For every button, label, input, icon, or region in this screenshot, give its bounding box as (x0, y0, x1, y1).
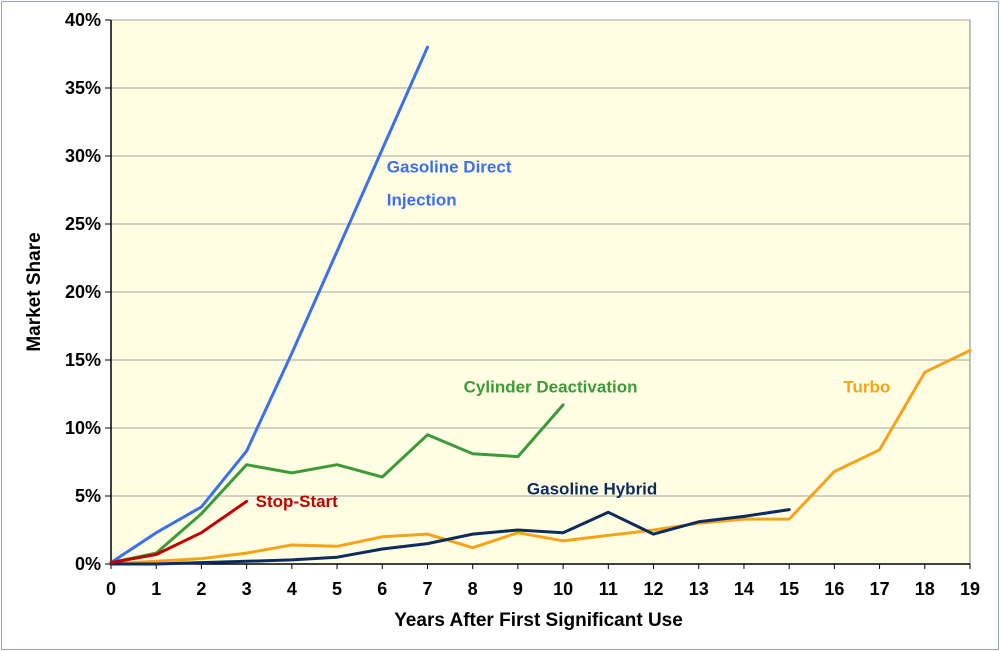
x-tick-label: 11 (599, 579, 618, 599)
series-label-line: Cylinder Deactivation (464, 378, 638, 397)
x-tick-label: 12 (644, 579, 664, 599)
x-axis-title: Years After First Significant Use (394, 610, 683, 631)
y-tick-label: 15% (65, 350, 101, 370)
x-tick-label: 18 (915, 579, 935, 599)
x-tick-label: 0 (106, 579, 116, 599)
x-tick-label: 14 (734, 579, 754, 599)
series-label-gasoline-hybrid: Gasoline Hybrid (527, 480, 657, 499)
series-line-gasoline-direct-injection (109, 45, 429, 565)
series-label-line: Turbo (843, 378, 890, 397)
x-tick-label: 5 (332, 579, 342, 599)
series-label-line: Stop-Start (256, 492, 339, 511)
y-tick-label: 35% (65, 78, 101, 98)
y-tick-label: 5% (75, 486, 101, 506)
x-tick-label: 2 (196, 579, 206, 599)
x-tick-label: 4 (287, 579, 297, 599)
series-label-stop-start: Stop-Start (256, 492, 339, 511)
y-tick-label: 20% (65, 282, 101, 302)
series-line-gasoline-hybrid (109, 508, 791, 566)
series-line-cylinder-deactivation (109, 403, 565, 565)
x-tick-label: 17 (870, 579, 890, 599)
series-label-gasoline-direct-injection: Gasoline Direct Injection (387, 157, 512, 209)
series-line-turbo (109, 349, 972, 566)
series-label-turbo: Turbo (843, 378, 890, 397)
x-tick-label: 19 (960, 579, 980, 599)
x-tick-label: 3 (242, 579, 252, 599)
series-label-cylinder-deactivation: Cylinder Deactivation (464, 378, 638, 397)
y-tick-label: 40% (65, 10, 101, 30)
y-tick-label: 10% (65, 418, 101, 438)
series-label-line: Gasoline Direct (387, 157, 512, 176)
x-tick-label: 9 (513, 579, 523, 599)
x-tick-label: 10 (553, 579, 573, 599)
series-label-line: Injection (387, 190, 457, 209)
x-tick-label: 7 (422, 579, 432, 599)
y-axis-title: Market Share (24, 232, 45, 351)
y-tick-label: 0% (75, 554, 101, 574)
x-tick-label: 13 (689, 579, 709, 599)
y-tick-label: 30% (65, 146, 101, 166)
y-tick-label: 25% (65, 214, 101, 234)
x-tick-label: 8 (468, 579, 478, 599)
x-tick-label: 16 (824, 579, 844, 599)
series-line-stop-start (109, 499, 249, 565)
series-label-line: Gasoline Hybrid (527, 480, 657, 499)
x-tick-label: 15 (779, 579, 799, 599)
x-tick-label: 6 (377, 579, 387, 599)
x-tick-label: 1 (151, 579, 161, 599)
